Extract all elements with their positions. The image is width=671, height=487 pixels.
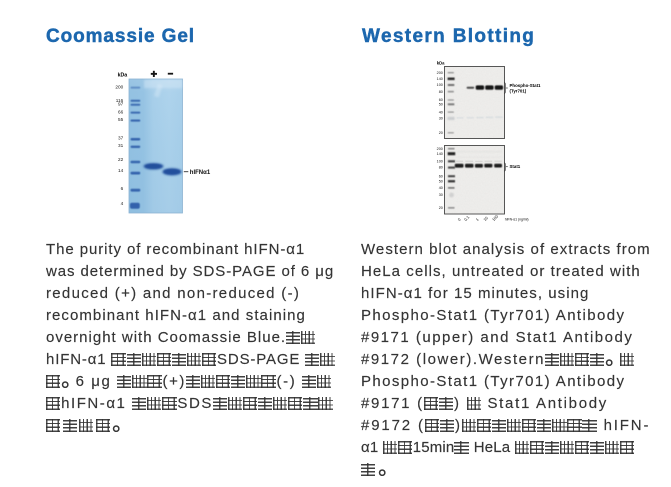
- svg-text:22: 22: [118, 157, 124, 162]
- svg-text:80: 80: [439, 90, 443, 94]
- svg-text:60: 60: [439, 98, 443, 102]
- svg-text:14: 14: [118, 168, 124, 173]
- svg-text:60: 60: [439, 174, 443, 178]
- svg-text:31: 31: [118, 143, 124, 148]
- svg-text:97: 97: [118, 101, 124, 106]
- svg-text:100: 100: [437, 83, 443, 87]
- svg-text:hIFNα1: hIFNα1: [190, 170, 211, 176]
- svg-text:40: 40: [439, 110, 443, 114]
- svg-text:10: 10: [482, 215, 489, 222]
- svg-text:50: 50: [439, 179, 443, 183]
- svg-text:kDa: kDa: [118, 72, 128, 78]
- svg-text:4: 4: [121, 201, 124, 206]
- svg-text:30: 30: [439, 117, 443, 121]
- svg-text:140: 140: [437, 77, 443, 81]
- svg-text:30: 30: [439, 193, 443, 197]
- svg-text:20: 20: [439, 131, 443, 135]
- svg-text:200: 200: [437, 71, 443, 75]
- svg-text:100: 100: [437, 159, 443, 163]
- svg-text:55: 55: [118, 117, 124, 122]
- svg-text:200: 200: [437, 147, 443, 151]
- svg-text:40: 40: [439, 186, 443, 190]
- svg-text:50: 50: [439, 103, 443, 107]
- svg-text:hIFN-α1 (ng/ml): hIFN-α1 (ng/ml): [505, 217, 529, 221]
- svg-text:66: 66: [118, 110, 124, 115]
- svg-text:Stat1: Stat1: [510, 164, 521, 169]
- svg-text:100: 100: [491, 213, 500, 222]
- svg-text:37: 37: [118, 135, 124, 140]
- svg-text:116: 116: [116, 98, 124, 103]
- svg-text:20: 20: [439, 206, 443, 210]
- svg-text:Phospho-Stat1: Phospho-Stat1: [510, 83, 542, 88]
- svg-text:0: 0: [457, 216, 463, 222]
- svg-text:kDa: kDa: [437, 61, 445, 66]
- svg-text:140: 140: [437, 152, 443, 156]
- svg-text:200: 200: [115, 84, 123, 89]
- svg-text:0.1: 0.1: [463, 214, 471, 222]
- svg-text:(Tyr701): (Tyr701): [510, 88, 527, 93]
- svg-text:6: 6: [121, 186, 124, 191]
- svg-text:80: 80: [439, 166, 443, 170]
- svg-text:1: 1: [475, 216, 481, 222]
